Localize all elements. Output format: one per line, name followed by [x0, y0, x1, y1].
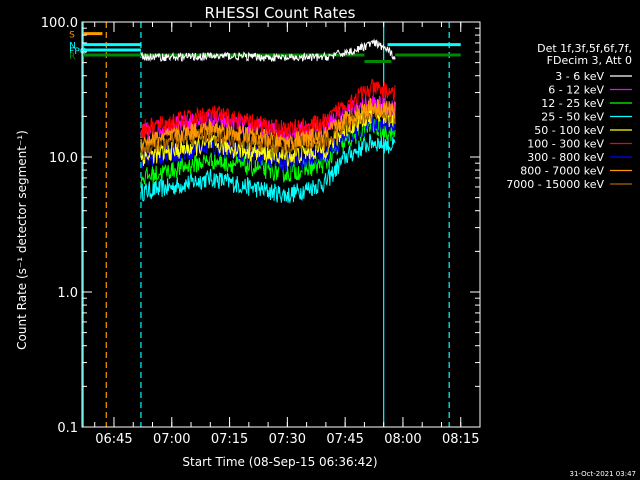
- legend-entry-8: 800 - 7000 keV: [520, 165, 604, 178]
- flag-bar-label-1: S: [69, 31, 75, 41]
- flag-bar-label-3: FPO: [69, 47, 87, 57]
- legend-entry-1: 3 - 6 keV: [555, 70, 604, 83]
- series-line-6: [140, 78, 396, 139]
- flag-bar-label-4: R: [69, 52, 75, 62]
- legend-entry-3: 12 - 25 keV: [541, 97, 604, 110]
- legend-entry-2: 6 - 12 keV: [548, 84, 604, 97]
- y-tick-label-2: 1.0: [57, 286, 78, 301]
- series-line-4: [140, 133, 396, 205]
- timestamp-stamp: 31-Oct-2021 03:47: [570, 470, 636, 478]
- x-tick-label-4: 07:30: [269, 432, 306, 447]
- x-axis-label: Start Time (08-Sep-15 06:36:42): [182, 455, 377, 469]
- y-tick-label-1: 0.1: [57, 421, 78, 436]
- plot-frame: [81, 21, 481, 428]
- x-tick-label-6: 08:00: [384, 432, 421, 447]
- x-tick-label-3: 07:15: [211, 432, 248, 447]
- legend-entry-9: 7000 - 15000 keV: [506, 178, 604, 191]
- legend-header-line-1: Det 1f,3f,5f,6f,7f,: [537, 42, 632, 55]
- legend-entry-4: 25 - 50 keV: [541, 111, 604, 124]
- y-tick-label-4: 100.0: [41, 16, 78, 31]
- legend-entry-7: 300 - 800 keV: [527, 151, 604, 164]
- series-line-8: [140, 97, 396, 151]
- flag-bar-label-2: N: [69, 42, 76, 52]
- x-tick-label-1: 06:45: [95, 432, 132, 447]
- legend-header-line-2: FDecim 3, Att 0: [547, 54, 632, 67]
- x-tick-label-7: 08:15: [442, 432, 479, 447]
- y-axis-label: Count Rate (s⁻¹ detector segment⁻¹): [15, 130, 29, 350]
- series-line-1: [140, 38, 396, 62]
- x-tick-label-2: 07:00: [153, 432, 190, 447]
- legend-entry-5: 50 - 100 keV: [534, 124, 604, 137]
- x-tick-label-5: 07:45: [326, 432, 363, 447]
- legend-entry-6: 100 - 300 keV: [527, 138, 604, 151]
- y-tick-label-3: 10.0: [49, 151, 78, 166]
- chart-title: RHESSI Count Rates: [205, 4, 356, 22]
